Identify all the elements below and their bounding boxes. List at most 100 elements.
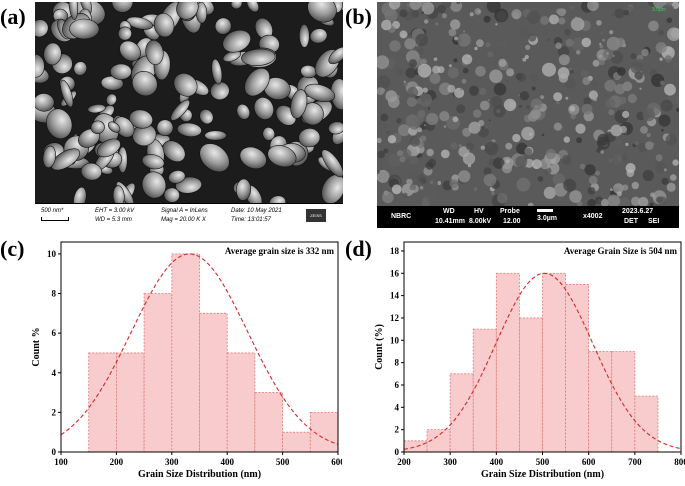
sem-b-det-value: SEI bbox=[648, 218, 660, 225]
texture-speck bbox=[556, 8, 563, 15]
texture-speck bbox=[540, 95, 545, 100]
texture-speck bbox=[506, 80, 509, 83]
texture-speck bbox=[498, 58, 507, 67]
texture-speck bbox=[384, 8, 398, 22]
texture-speck bbox=[607, 194, 621, 208]
grain bbox=[199, 143, 230, 173]
texture-speck bbox=[588, 90, 598, 100]
texture-speck bbox=[655, 154, 663, 162]
grain bbox=[156, 119, 174, 137]
average-grain-size-annotation: Average grain size is 332 nm bbox=[225, 246, 335, 256]
sem-b-corner-scale: 3.0µm bbox=[652, 7, 666, 13]
x-tick-label: 500 bbox=[536, 457, 550, 467]
texture-speck bbox=[616, 191, 622, 197]
texture-speck bbox=[525, 44, 531, 50]
texture-speck bbox=[510, 120, 515, 125]
texture-speck bbox=[582, 77, 591, 86]
texture-speck bbox=[399, 156, 406, 163]
sem-a-scale-bar bbox=[41, 217, 69, 221]
histogram-c: 100 200 300 400 500 600 0 2 4 6 8 10 Grain Size Dist… bbox=[0, 228, 345, 486]
x-tick-label: 600 bbox=[331, 457, 342, 467]
texture-speck bbox=[620, 155, 628, 162]
texture-speck bbox=[661, 177, 669, 185]
texture-speck bbox=[667, 27, 679, 41]
grain bbox=[267, 145, 297, 168]
texture-speck bbox=[576, 50, 581, 55]
texture-speck bbox=[469, 12, 474, 17]
texture-speck bbox=[600, 198, 609, 207]
texture-speck bbox=[485, 125, 489, 129]
texture-speck bbox=[474, 8, 482, 15]
texture-speck bbox=[389, 40, 401, 52]
grain bbox=[110, 63, 132, 80]
sem-a-time: Time: 13:01:57 bbox=[231, 217, 271, 223]
texture-speck bbox=[377, 87, 385, 96]
texture-speck bbox=[425, 161, 434, 170]
texture-speck bbox=[518, 104, 522, 108]
texture-speck bbox=[639, 87, 642, 90]
grain bbox=[211, 58, 223, 85]
texture-speck bbox=[407, 32, 412, 36]
histogram-bar bbox=[143, 293, 173, 453]
texture-speck bbox=[558, 17, 566, 25]
texture-speck bbox=[506, 68, 515, 77]
texture-speck bbox=[483, 167, 492, 176]
grain bbox=[253, 97, 274, 120]
texture-speck bbox=[387, 153, 402, 168]
texture-speck bbox=[458, 144, 462, 147]
texture-speck bbox=[412, 10, 420, 18]
grain bbox=[105, 93, 117, 106]
histogram-bar bbox=[634, 395, 659, 453]
texture-speck bbox=[558, 54, 570, 66]
texture-speck bbox=[583, 97, 592, 106]
texture-speck bbox=[493, 157, 505, 169]
texture-speck bbox=[648, 20, 659, 32]
y-tick-label: 10 bbox=[47, 249, 57, 259]
texture-speck bbox=[615, 37, 625, 48]
texture-speck bbox=[610, 124, 623, 137]
histogram-d-svg: 200 300 400 500 600 700 800 0 2 4 6 8 10 12 14 16 18 Grai… bbox=[374, 241, 685, 480]
texture-speck bbox=[521, 126, 535, 141]
gaussian-fit-curve bbox=[403, 272, 682, 450]
texture-speck bbox=[400, 33, 406, 39]
sem-b-scale-label: 3.0µm bbox=[537, 215, 557, 222]
texture-speck bbox=[598, 59, 605, 66]
histogram-bar bbox=[611, 351, 636, 453]
grain bbox=[35, 54, 45, 78]
zeiss-logo: ZEISS bbox=[306, 209, 326, 222]
texture-speck bbox=[616, 67, 626, 76]
y-tick-label: 4 bbox=[52, 368, 57, 378]
texture-speck bbox=[440, 149, 450, 159]
histogram-d: 200 300 400 500 600 700 800 0 2 4 6 8 10 12 14 16 18 Grai… bbox=[343, 228, 685, 486]
texture-speck bbox=[642, 108, 656, 122]
texture-speck bbox=[401, 148, 412, 159]
sem-a-signal: Signal A = InLens bbox=[161, 208, 208, 214]
texture-speck bbox=[664, 83, 676, 96]
texture-speck bbox=[406, 178, 413, 186]
texture-speck bbox=[547, 38, 551, 42]
texture-speck bbox=[437, 4, 446, 14]
texture-speck bbox=[587, 2, 599, 12]
texture-speck bbox=[426, 112, 439, 126]
x-tick-label: 600 bbox=[582, 457, 596, 467]
texture-speck bbox=[599, 42, 602, 46]
texture-speck bbox=[458, 170, 471, 183]
texture-speck bbox=[605, 98, 616, 109]
texture-speck bbox=[628, 17, 631, 20]
texture-speck bbox=[429, 73, 441, 84]
texture-speck bbox=[476, 39, 484, 48]
texture-speck bbox=[553, 122, 562, 131]
texture-speck bbox=[465, 142, 475, 151]
texture-speck bbox=[421, 11, 425, 15]
texture-speck bbox=[524, 147, 533, 157]
texture-speck bbox=[496, 41, 507, 51]
grain bbox=[43, 42, 62, 66]
sem-micrograph-a bbox=[35, 2, 343, 210]
texture-speck bbox=[664, 55, 672, 63]
histogram-bar bbox=[226, 352, 256, 453]
texture-speck bbox=[650, 192, 655, 198]
grain bbox=[73, 61, 88, 76]
texture-speck bbox=[489, 69, 503, 83]
texture-speck bbox=[531, 86, 536, 91]
grain bbox=[42, 145, 56, 169]
